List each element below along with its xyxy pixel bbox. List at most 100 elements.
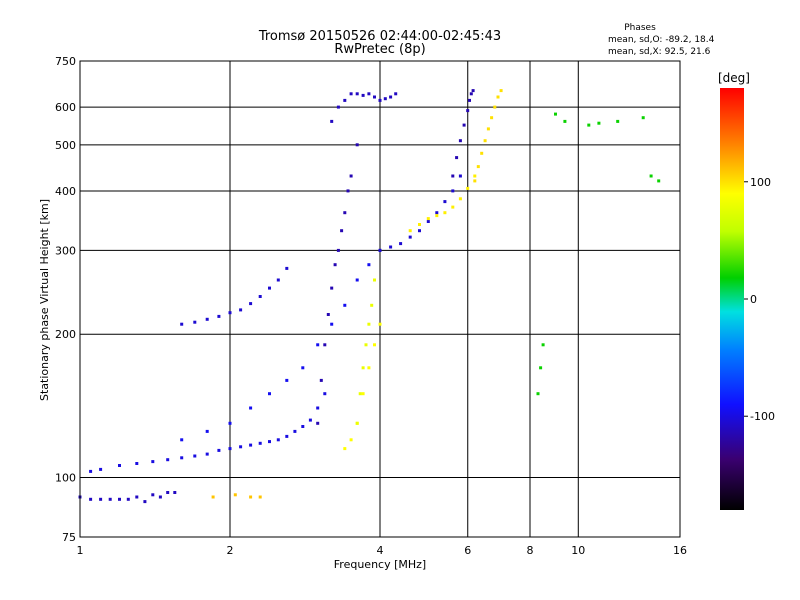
data-point — [228, 311, 232, 315]
data-point — [346, 189, 350, 193]
data-point — [458, 197, 462, 201]
data-point — [118, 464, 121, 467]
y-tick-label: 100 — [55, 472, 76, 485]
data-point — [285, 266, 289, 270]
data-point — [443, 211, 447, 215]
data-point — [258, 495, 262, 499]
data-point — [466, 109, 470, 113]
data-point — [268, 440, 271, 444]
data-point — [330, 322, 334, 326]
data-point — [268, 286, 271, 290]
data-point — [276, 438, 280, 442]
data-point — [258, 295, 262, 298]
phases-heading: Phases — [624, 23, 656, 33]
data-point — [143, 500, 147, 504]
y-tick-label: 75 — [62, 531, 76, 544]
data-point — [349, 438, 353, 442]
data-point — [99, 497, 103, 501]
data-point — [193, 454, 197, 458]
data-point — [343, 98, 347, 102]
data-point — [151, 460, 155, 464]
data-point — [249, 406, 253, 410]
data-point — [373, 278, 376, 282]
data-point — [217, 448, 221, 452]
x-tick-label: 8 — [527, 544, 534, 557]
data-point — [426, 220, 430, 223]
x-tick-label: 6 — [464, 544, 471, 557]
plot-frame — [79, 60, 681, 538]
data-point — [563, 119, 567, 123]
data-point — [536, 392, 540, 396]
data-point — [239, 445, 243, 449]
x-axis: 1 2 4 6 8 10 16 — [77, 544, 688, 557]
data-point — [367, 322, 371, 326]
data-point — [211, 495, 215, 499]
data-point — [151, 493, 155, 497]
data-point — [308, 418, 312, 422]
data-point — [126, 497, 130, 501]
data-point — [343, 303, 347, 307]
data-point — [383, 97, 387, 101]
data-point — [435, 214, 439, 218]
data-point — [249, 302, 253, 306]
data-points — [78, 89, 661, 504]
data-point — [89, 497, 93, 501]
data-point — [258, 441, 262, 445]
data-point — [249, 495, 253, 499]
colorbar-tick-label: -100 — [750, 410, 775, 423]
data-point — [330, 119, 334, 123]
data-point — [205, 429, 209, 433]
y-tick-label: 500 — [55, 139, 76, 152]
data-point — [333, 263, 337, 267]
data-point — [541, 343, 545, 347]
y-tick-label: 400 — [55, 185, 76, 198]
data-point — [373, 95, 376, 99]
data-point — [135, 495, 139, 499]
data-point — [473, 174, 477, 178]
data-point — [480, 151, 484, 155]
data-point — [326, 313, 330, 316]
data-point — [99, 467, 103, 471]
data-point — [233, 493, 237, 497]
data-point — [340, 229, 344, 233]
data-point — [486, 127, 490, 131]
data-point — [490, 116, 494, 120]
data-point — [330, 286, 334, 290]
data-point — [389, 245, 393, 249]
data-point — [217, 314, 221, 318]
data-point — [173, 491, 177, 494]
x-tick-label: 1 — [77, 544, 84, 557]
data-point — [458, 174, 462, 178]
data-point — [166, 458, 170, 462]
data-point — [367, 366, 371, 370]
colorbar-tick-label: 100 — [750, 176, 771, 189]
data-point — [499, 89, 503, 93]
data-point — [451, 205, 455, 209]
data-point — [426, 217, 430, 221]
colorbar-tick-label: 0 — [750, 293, 757, 306]
y-tick-label: 300 — [55, 244, 76, 257]
data-point — [496, 95, 500, 99]
data-point — [336, 248, 340, 252]
data-point — [367, 263, 371, 267]
data-point — [285, 434, 289, 438]
data-point — [473, 179, 477, 183]
data-point — [378, 322, 382, 326]
data-point — [462, 123, 466, 127]
data-point — [249, 443, 253, 447]
data-point — [118, 497, 121, 501]
colorbar-label: [deg] — [718, 71, 750, 85]
data-point — [316, 343, 320, 347]
y-tick-label: 750 — [55, 55, 76, 68]
data-point — [373, 343, 376, 347]
data-point — [228, 447, 232, 451]
x-tick-label: 4 — [377, 544, 384, 557]
data-point — [493, 105, 497, 109]
data-point — [451, 174, 455, 178]
data-point — [180, 456, 184, 460]
y-axis: 75 100 200 300 400 500 600 750 — [55, 55, 76, 544]
data-point — [166, 491, 170, 494]
data-point — [316, 406, 320, 410]
chart-subtitle: RwPretec (8p) — [334, 42, 425, 57]
data-point — [239, 308, 243, 312]
